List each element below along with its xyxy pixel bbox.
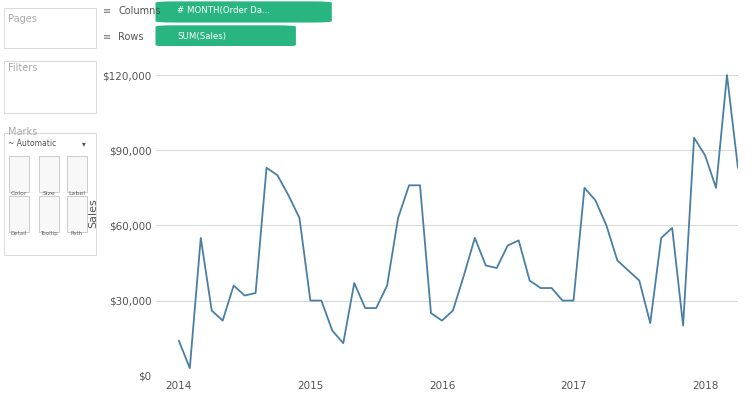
FancyBboxPatch shape [39, 196, 59, 232]
FancyBboxPatch shape [67, 196, 87, 232]
FancyBboxPatch shape [9, 196, 29, 232]
Text: ~ Automatic: ~ Automatic [8, 139, 56, 148]
Y-axis label: Sales: Sales [88, 198, 98, 228]
Text: SUM(Sales): SUM(Sales) [177, 32, 226, 41]
Text: Pages: Pages [8, 14, 37, 24]
Text: Marks: Marks [8, 127, 37, 137]
FancyBboxPatch shape [67, 156, 87, 192]
FancyBboxPatch shape [39, 156, 59, 192]
Text: Filters: Filters [8, 63, 38, 73]
Text: Label: Label [69, 191, 86, 196]
Text: Tooltip: Tooltip [40, 231, 58, 236]
FancyBboxPatch shape [156, 25, 296, 46]
FancyBboxPatch shape [9, 156, 29, 192]
FancyBboxPatch shape [156, 1, 332, 23]
Text: Rows: Rows [118, 32, 144, 42]
Text: # MONTH(Order Da...: # MONTH(Order Da... [177, 6, 270, 15]
Text: ≡: ≡ [103, 6, 111, 15]
Text: Path: Path [71, 231, 83, 236]
Text: ≡: ≡ [103, 32, 111, 42]
Text: Size: Size [43, 191, 56, 196]
FancyBboxPatch shape [4, 133, 96, 255]
Text: ▾: ▾ [82, 139, 86, 148]
Text: Columns: Columns [118, 6, 161, 15]
Text: Color: Color [11, 191, 27, 196]
Text: Detail: Detail [11, 231, 27, 236]
